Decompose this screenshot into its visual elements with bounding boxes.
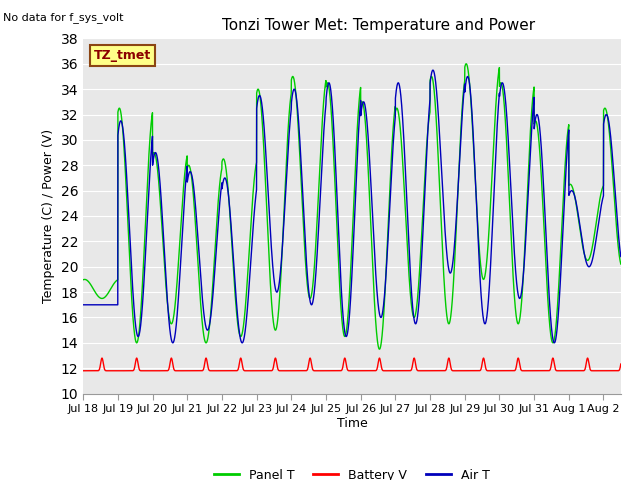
Air T — [521, 254, 529, 260]
X-axis label: Time: Time — [337, 417, 367, 430]
Air T — [241, 330, 249, 336]
Battery V — [79, 368, 87, 373]
Panel T — [465, 72, 472, 77]
Air T — [465, 75, 472, 81]
Panel T — [617, 261, 625, 267]
Line: Battery V: Battery V — [83, 358, 621, 371]
Battery V — [570, 368, 578, 373]
Battery V — [221, 368, 229, 373]
Title: Tonzi Tower Met: Temperature and Power: Tonzi Tower Met: Temperature and Power — [222, 18, 536, 33]
Battery V — [241, 368, 249, 373]
Battery V — [120, 368, 128, 373]
Panel T — [376, 346, 383, 352]
Panel T — [79, 277, 87, 283]
Panel T — [521, 244, 529, 250]
Air T — [550, 340, 558, 346]
Y-axis label: Temperature (C) / Power (V): Temperature (C) / Power (V) — [42, 129, 55, 303]
Air T — [570, 192, 578, 197]
Text: TZ_tmet: TZ_tmet — [94, 49, 151, 62]
Air T — [617, 253, 625, 259]
Air T — [120, 135, 128, 141]
Battery V — [617, 361, 625, 367]
Panel T — [241, 309, 249, 314]
Battery V — [98, 355, 106, 361]
Battery V — [465, 368, 472, 373]
Panel T — [221, 162, 229, 168]
Panel T — [462, 61, 470, 67]
Panel T — [120, 144, 128, 149]
Battery V — [521, 368, 529, 373]
Legend: Panel T, Battery V, Air T: Panel T, Battery V, Air T — [209, 464, 495, 480]
Air T — [79, 302, 87, 308]
Line: Panel T: Panel T — [83, 64, 621, 349]
Line: Air T: Air T — [83, 70, 621, 343]
Air T — [429, 67, 436, 73]
Text: No data for f_sys_volt: No data for f_sys_volt — [3, 12, 124, 23]
Air T — [221, 176, 229, 181]
Panel T — [570, 190, 578, 196]
